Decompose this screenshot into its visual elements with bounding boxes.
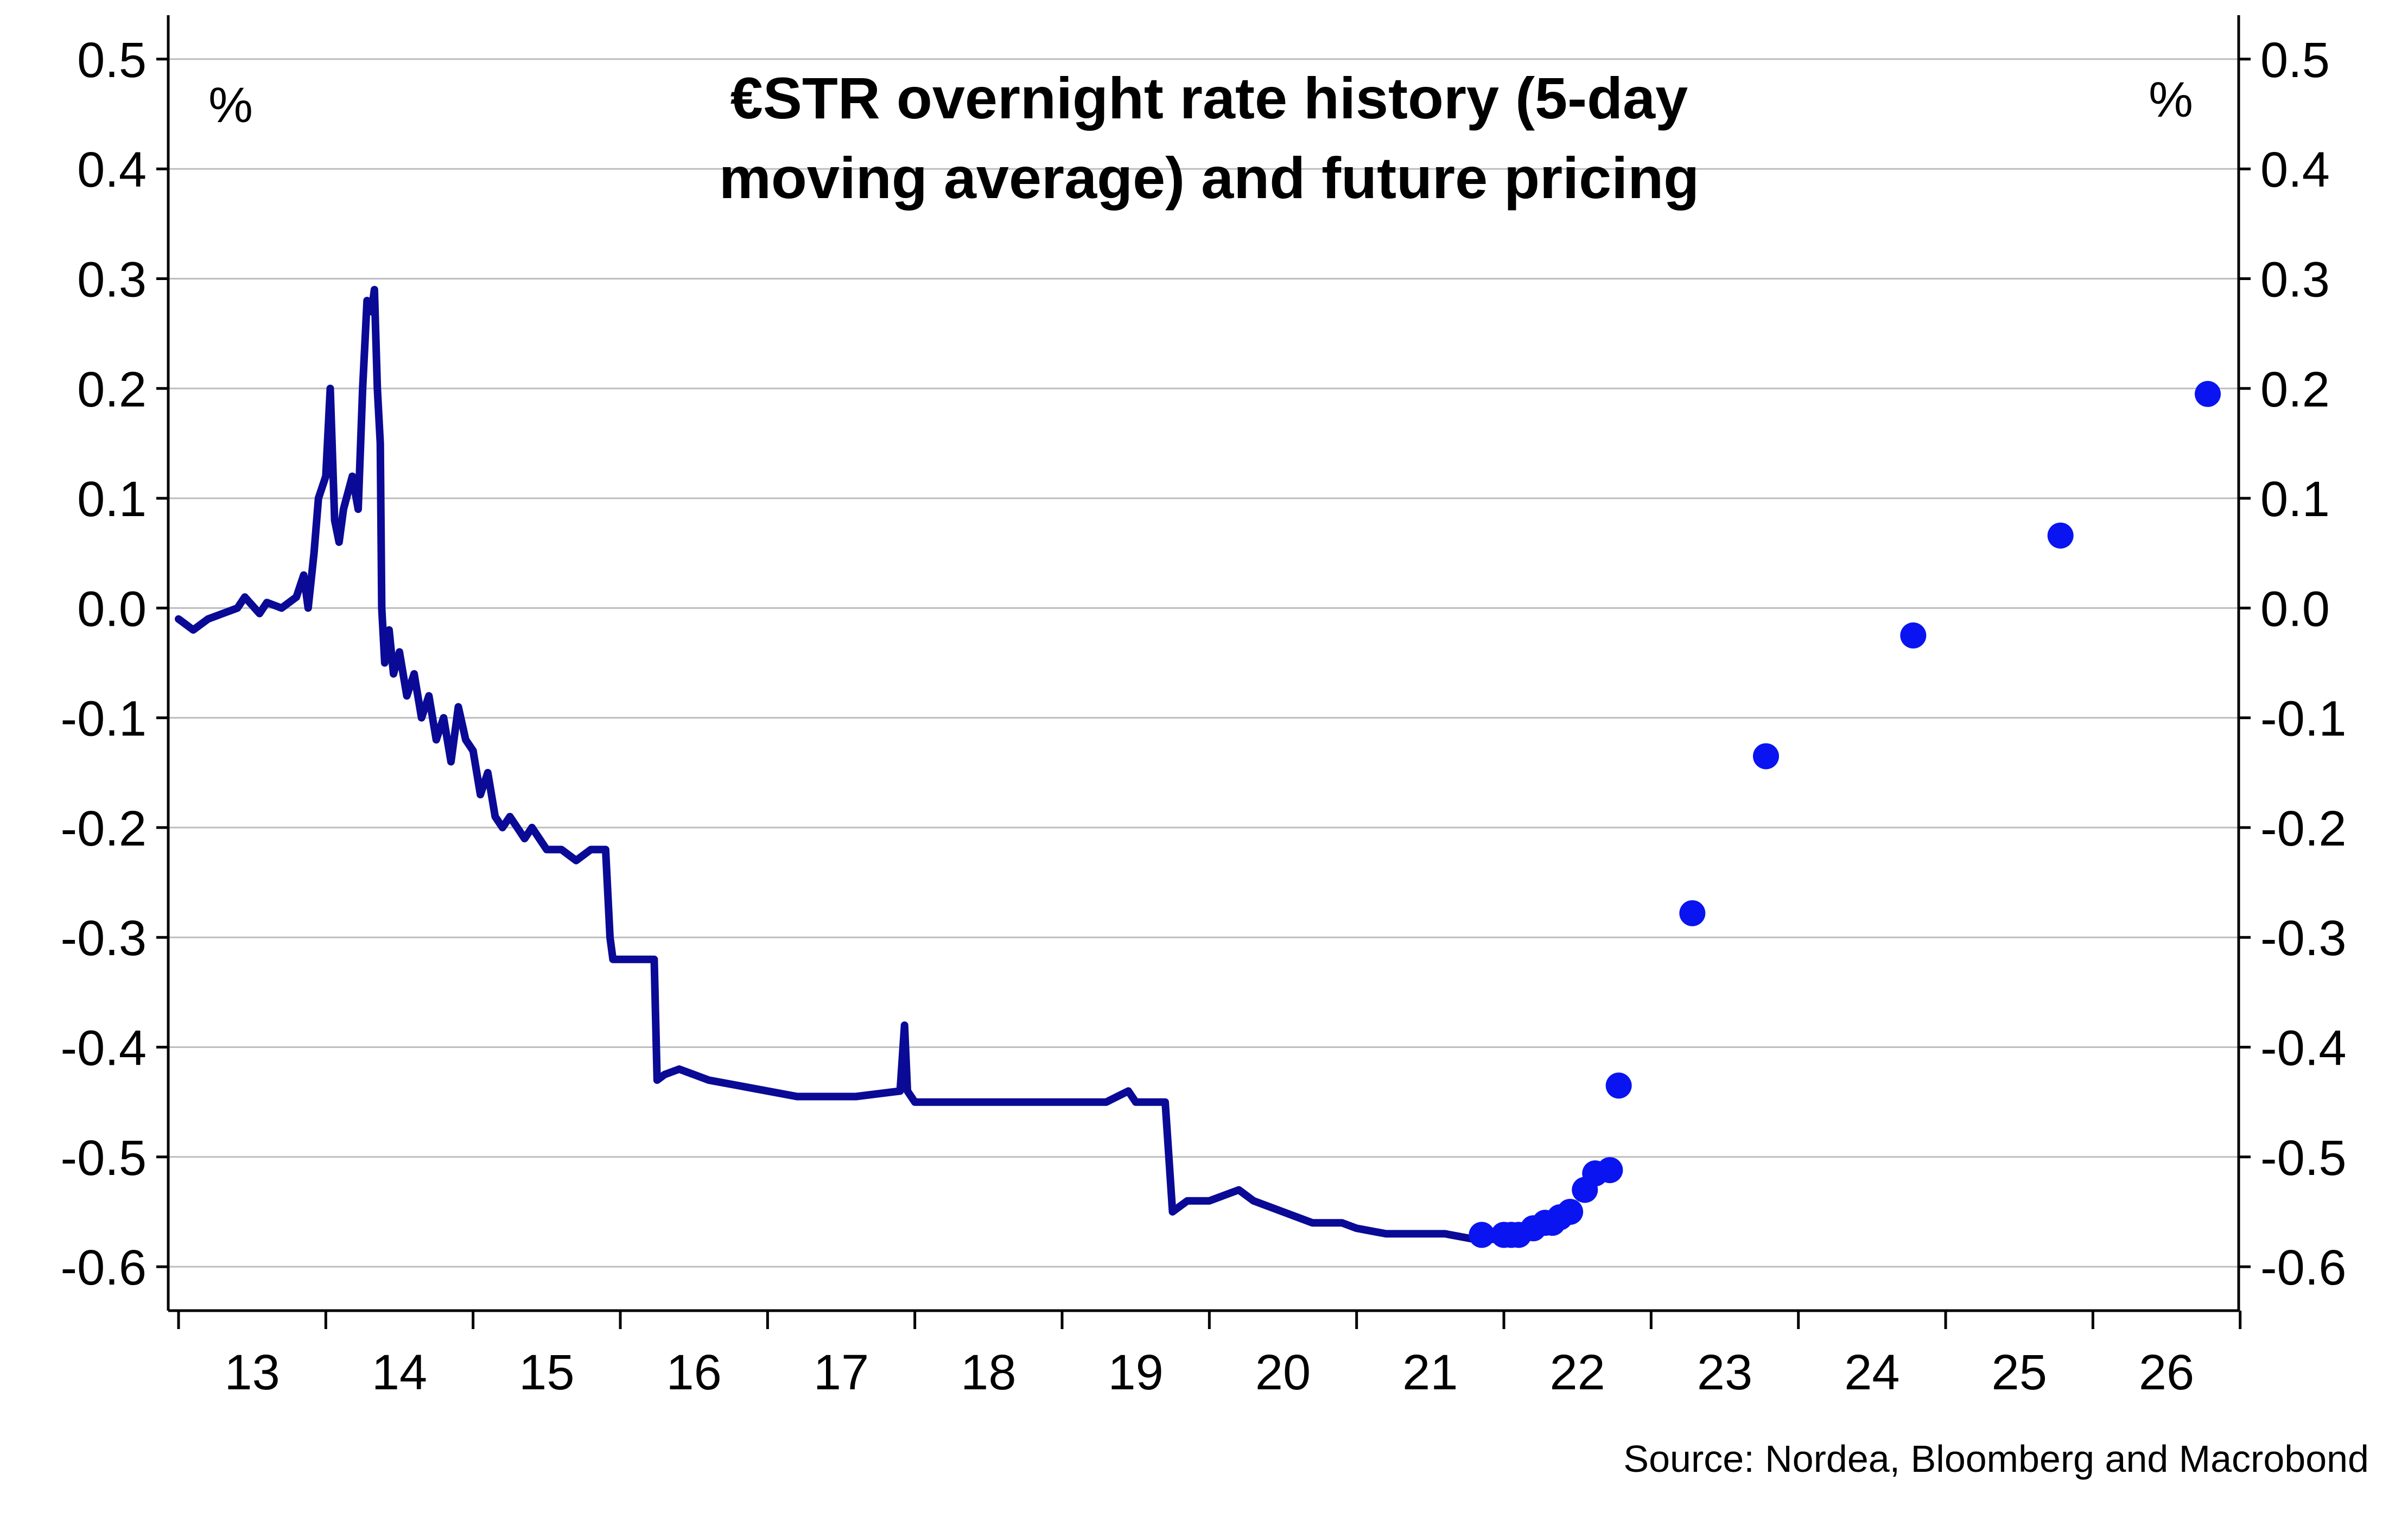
y-tick-label-right: -0.5 bbox=[2260, 1130, 2347, 1186]
x-tick-label: 20 bbox=[1255, 1345, 1311, 1400]
gridlines bbox=[168, 58, 2239, 1268]
pricing-point bbox=[2195, 380, 2221, 407]
x-tick-label: 17 bbox=[814, 1345, 869, 1400]
x-tick-label: 25 bbox=[1992, 1345, 2047, 1400]
y-tick-label-left: 0.0 bbox=[77, 581, 147, 637]
y-unit-label-right: % bbox=[2149, 72, 2193, 128]
y-tick-label-right: 0.5 bbox=[2260, 33, 2330, 88]
pricing-point bbox=[1900, 622, 1927, 649]
y-tick-label-left: 0.4 bbox=[77, 142, 147, 198]
series-layer bbox=[175, 285, 2221, 1248]
y-tick-label-right: -0.1 bbox=[2260, 691, 2347, 747]
y-tick-label-left: -0.3 bbox=[60, 911, 147, 966]
y-tick-label-left: -0.6 bbox=[60, 1240, 147, 1295]
source-note: Source: Nordea, Bloomberg and Macrobond bbox=[1623, 1438, 2369, 1480]
y-tick-label-left: -0.1 bbox=[60, 691, 147, 747]
pricing-point bbox=[1597, 1157, 1623, 1184]
labels: % % €STR overnight rate history (5-day m… bbox=[208, 65, 2369, 1480]
y-tick-label-left: 0.1 bbox=[77, 472, 147, 527]
pricing-point bbox=[1469, 1222, 1495, 1248]
y-tick-label-right: -0.4 bbox=[2260, 1021, 2347, 1076]
pricing-point bbox=[1753, 743, 1780, 770]
axes: 0.5 0.5 0.4 0.4 0.3 0.3 0.2 0.2 0.1 0.1 0.0 0.0 -0.1… bbox=[60, 15, 2347, 1400]
x-tick-label: 18 bbox=[961, 1345, 1016, 1400]
x-tick-label: 23 bbox=[1697, 1345, 1752, 1400]
pricing-point bbox=[1557, 1198, 1584, 1225]
pricing-point bbox=[1605, 1072, 1632, 1099]
y-tick-label-left: 0.2 bbox=[77, 362, 147, 417]
y-tick-label-right: 0.3 bbox=[2260, 252, 2330, 307]
y-tick-label-right: 0.0 bbox=[2260, 581, 2330, 637]
x-tick-label: 22 bbox=[1550, 1345, 1605, 1400]
y-tick-label-right: 0.1 bbox=[2260, 472, 2330, 527]
y-tick-label-left: 0.5 bbox=[77, 33, 147, 88]
y-tick-label-right: -0.2 bbox=[2260, 801, 2347, 856]
y-unit-label-left: % bbox=[208, 78, 253, 133]
x-tick-label: 13 bbox=[224, 1345, 279, 1400]
x-tick-label: 14 bbox=[372, 1345, 427, 1400]
y-tick-label-right: 0.2 bbox=[2260, 362, 2330, 417]
x-tick-label: 21 bbox=[1402, 1345, 1458, 1400]
x-tick-label: 24 bbox=[1844, 1345, 1899, 1400]
x-tick-label: 15 bbox=[519, 1345, 574, 1400]
y-tick-label-right: -0.6 bbox=[2260, 1240, 2347, 1295]
y-tick-label-left: -0.5 bbox=[60, 1130, 147, 1186]
pricing-point bbox=[1679, 900, 1706, 926]
x-tick-label: 19 bbox=[1108, 1345, 1164, 1400]
x-tick-label: 16 bbox=[666, 1345, 722, 1400]
x-tick-label: 26 bbox=[2139, 1345, 2194, 1400]
y-tick-label-right: -0.3 bbox=[2260, 911, 2347, 966]
y-tick-label-left: 0.3 bbox=[77, 252, 147, 307]
y-tick-label-left: -0.2 bbox=[60, 801, 147, 856]
pricing-point bbox=[2047, 522, 2074, 549]
y-tick-label-right: 0.4 bbox=[2260, 142, 2330, 198]
chart-title-line-2: moving average) and future pricing bbox=[719, 145, 1699, 211]
y-tick-label-left: -0.4 bbox=[60, 1021, 147, 1076]
estr-history-line bbox=[175, 285, 1523, 1243]
chart-title-line-1: €STR overnight rate history (5-day bbox=[730, 65, 1688, 131]
